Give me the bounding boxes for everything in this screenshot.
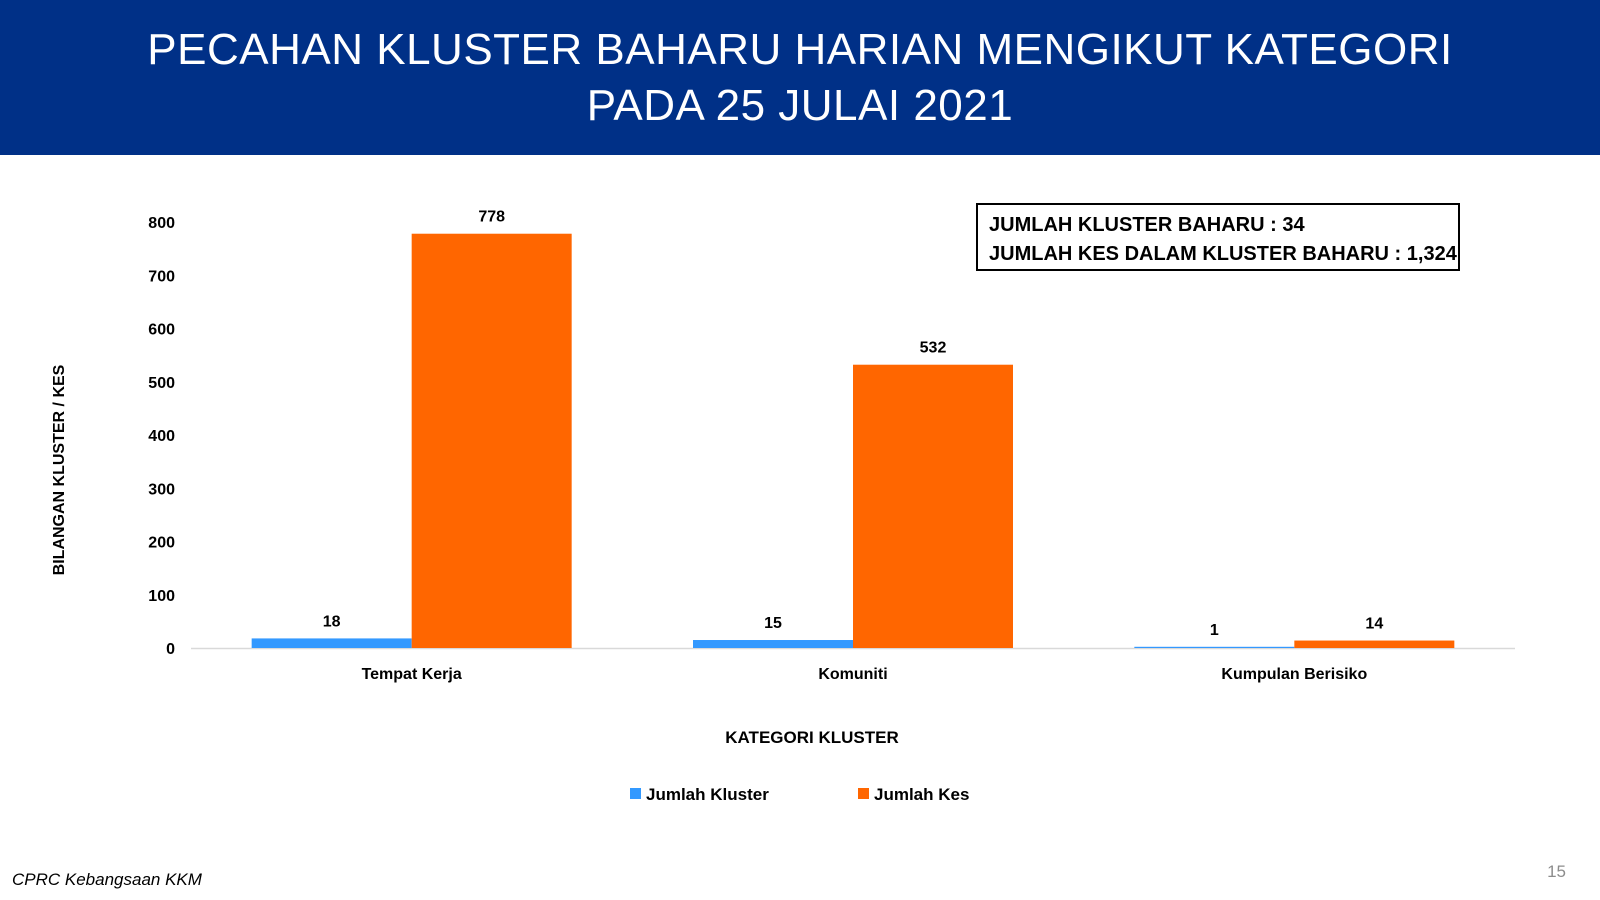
y-tick-label: 600 <box>148 322 175 339</box>
summary-total-clusters: JUMLAH KLUSTER BAHARU : 34 <box>989 214 1305 236</box>
bar <box>693 640 853 648</box>
y-axis-label: BILANGAN KLUSTER / KES <box>51 364 68 575</box>
bar <box>411 233 572 648</box>
y-tick-label: 500 <box>148 375 175 392</box>
bar <box>1134 646 1295 648</box>
y-tick-label: 300 <box>148 481 175 498</box>
bar <box>1294 640 1455 648</box>
data-label: 15 <box>764 615 782 632</box>
legend-label: Jumlah Kes <box>874 785 969 804</box>
page-title-line1: PECAHAN KLUSTER BAHARU HARIAN MENGIKUT K… <box>147 24 1453 74</box>
y-tick-label: 400 <box>148 428 175 445</box>
data-label: 532 <box>920 340 947 357</box>
x-tick-label: Tempat Kerja <box>362 666 462 683</box>
summary-box: JUMLAH KLUSTER BAHARU : 34 JUMLAH KES DA… <box>976 203 1460 271</box>
y-tick-label: 0 <box>166 641 175 658</box>
y-tick-label: 200 <box>148 535 175 552</box>
bars-group: 18 778 15 532 1 14 <box>251 209 1455 648</box>
summary-total-cases: JUMLAH KES DALAM KLUSTER BAHARU : 1,324 <box>989 243 1457 265</box>
legend-swatch <box>858 788 869 799</box>
y-tick-label: 800 <box>148 215 175 232</box>
data-label: 18 <box>323 613 341 630</box>
data-label: 778 <box>478 209 505 226</box>
y-axis-ticks: 0 100 200 300 400 500 600 700 800 <box>148 215 175 658</box>
page-title-line2: PADA 25 JULAI 2021 <box>586 80 1014 130</box>
legend-label: Jumlah Kluster <box>646 785 769 804</box>
data-label: 1 <box>1210 622 1219 639</box>
page-number: 15 <box>1547 862 1566 881</box>
title-banner: PECAHAN KLUSTER BAHARU HARIAN MENGIKUT K… <box>0 0 1600 155</box>
legend-swatch <box>630 788 641 799</box>
x-axis-ticks: Tempat Kerja Komuniti Kumpulan Berisiko <box>362 666 1368 683</box>
x-tick-label: Komuniti <box>818 666 887 683</box>
bar-chart: BILANGAN KLUSTER / KES KATEGORI KLUSTER … <box>51 209 1515 804</box>
bar <box>853 364 1013 648</box>
x-tick-label: Kumpulan Berisiko <box>1221 666 1367 683</box>
source-credit: CPRC Kebangsaan KKM <box>12 870 202 889</box>
legend: Jumlah Kluster Jumlah Kes <box>630 785 969 804</box>
chart-area: BILANGAN KLUSTER / KES KATEGORI KLUSTER … <box>0 155 1600 855</box>
y-tick-label: 100 <box>148 588 175 605</box>
bar <box>251 638 412 648</box>
data-label: 14 <box>1365 616 1383 633</box>
x-axis-label: KATEGORI KLUSTER <box>725 728 898 747</box>
y-tick-label: 700 <box>148 268 175 285</box>
